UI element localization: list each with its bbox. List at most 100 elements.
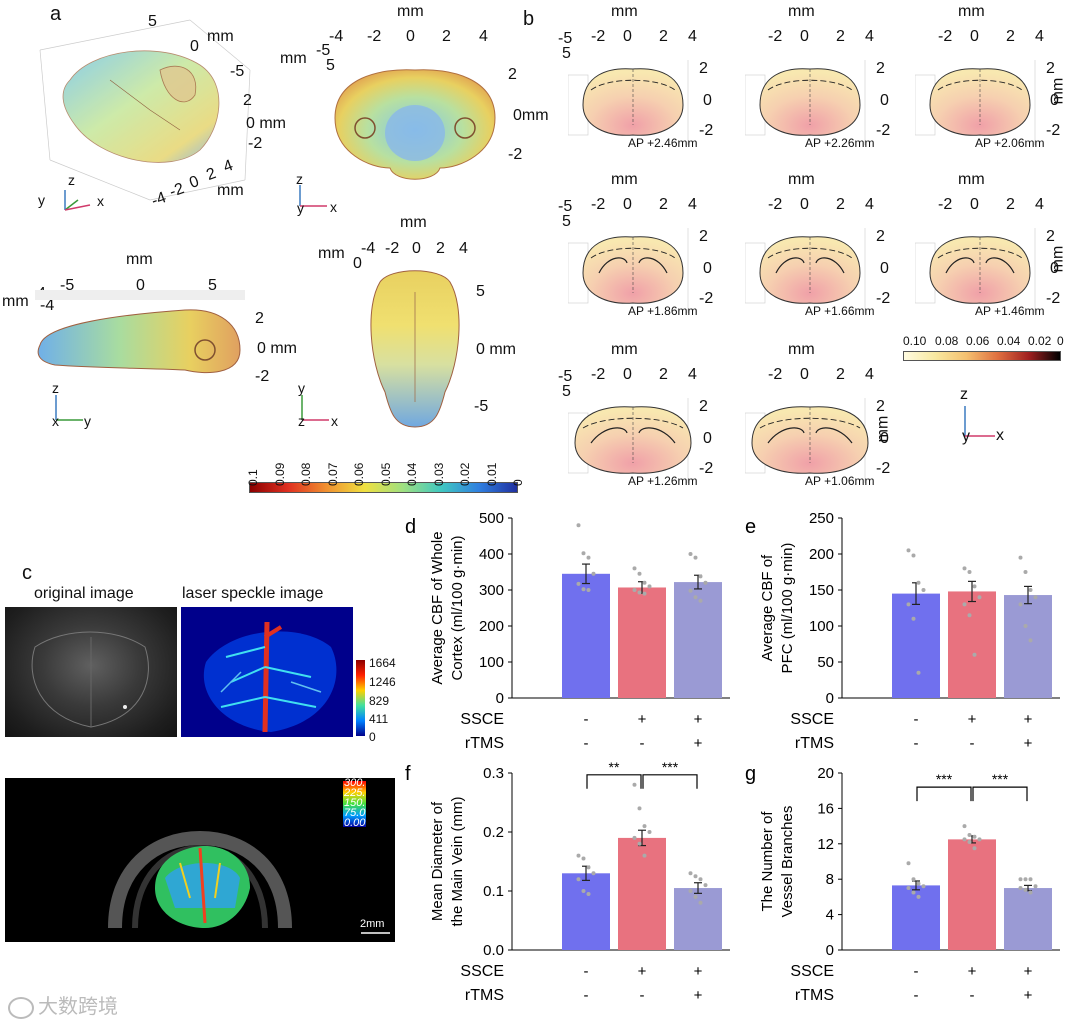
data-point — [632, 782, 637, 787]
data-point — [911, 616, 916, 621]
data-point — [1018, 602, 1023, 607]
c-scale-bar: 2mm — [360, 918, 385, 930]
y-tick-label: 0 — [496, 690, 504, 707]
a2-axis-y: y — [297, 200, 304, 216]
b-section-tick-right: 2 — [699, 398, 708, 415]
data-point — [688, 552, 693, 556]
b-section-tick-top: 0 — [970, 196, 979, 213]
b-section-tick-left: -5 — [558, 368, 573, 385]
sig-label: *** — [936, 771, 953, 787]
b-section-ap-label: AP +2.26mm — [805, 136, 875, 150]
b-section-tick-top: 0 — [623, 366, 632, 383]
a1-axis-x: x — [97, 193, 104, 209]
panel-c-label: c — [22, 562, 32, 584]
a1-tick-z0: 0 mm — [246, 115, 286, 132]
bar — [892, 885, 940, 950]
rtms-mark: - — [640, 987, 645, 1004]
data-point — [921, 884, 926, 889]
data-point — [1033, 884, 1038, 889]
data-point — [1018, 886, 1023, 891]
data-point — [581, 856, 586, 861]
a2-axis-x: x — [330, 199, 337, 215]
b-section-tick-left: 5 — [562, 45, 571, 62]
data-point — [1023, 877, 1028, 882]
data-point — [642, 580, 647, 585]
rtms-mark: - — [970, 987, 975, 1004]
b-section-unit: mm — [788, 3, 815, 20]
a4-tick-2: 2 — [436, 240, 445, 257]
rtms-mark: - — [640, 735, 645, 752]
b-section-tick-right: 0 — [880, 92, 889, 109]
bar — [1004, 595, 1052, 698]
b-colorbar-tick: 0.08 — [935, 334, 959, 348]
bar — [892, 593, 940, 698]
ssce-mark: + — [638, 711, 647, 728]
sig-bracket — [586, 774, 642, 789]
b-section-tick-right: 2 — [876, 60, 885, 77]
a1-axis-y: y — [38, 192, 45, 208]
chart-g: g 0 4 8 12 16 20 The Number of Vessel Branches - -… — [745, 763, 1060, 1004]
chart-e: e 0 50 100 150 200 250 Average CBF of PFC (ml/10… — [745, 510, 1060, 752]
data-point — [637, 806, 642, 811]
b-section-tick-left: -5 — [558, 198, 573, 215]
b-section-tick-top: 4 — [865, 196, 874, 213]
ssce-mark: + — [1024, 963, 1033, 980]
b-colorbar-tick: 0.10 — [903, 334, 927, 348]
data-point — [967, 832, 972, 837]
y-tick-label: 0.0 — [483, 942, 504, 959]
data-point — [647, 584, 652, 589]
data-point — [972, 584, 977, 589]
data-point — [703, 883, 708, 888]
b-section-tick-top: -2 — [591, 28, 606, 45]
panel-b-label: b — [523, 8, 535, 30]
bar — [618, 837, 666, 950]
b-section-tick-top: 0 — [800, 366, 809, 383]
a2-tick-0: 0 — [406, 28, 415, 45]
b-section-tick-top: 4 — [865, 366, 874, 383]
a4-tick-0: 0 — [412, 240, 421, 257]
b-section-tick-top: 2 — [659, 28, 668, 45]
data-point — [632, 566, 637, 571]
b-section-tick-top: -2 — [591, 196, 606, 213]
y-tick-label: 200 — [809, 546, 834, 563]
b-section-ap-label: AP +1.26mm — [628, 474, 698, 488]
ssce-mark: + — [968, 711, 977, 728]
y-tick-label: 300 — [479, 582, 504, 599]
data-point — [693, 894, 698, 899]
b-section-brain — [568, 228, 689, 313]
a2-brain-front — [334, 69, 496, 180]
chart-panel-label: e — [745, 516, 756, 538]
a3-axis-x: x — [52, 413, 59, 429]
b-section-tick-left: -5 — [558, 30, 573, 47]
y-axis-label-1: The Number of — [759, 811, 776, 912]
a2-axes-icon — [299, 185, 327, 207]
data-point — [698, 574, 703, 579]
data-point — [581, 889, 586, 893]
rtms-label: rTMS — [465, 987, 504, 1004]
b-section-tick-top: -2 — [768, 366, 783, 383]
b-section-tick-right: 0 — [703, 92, 712, 109]
data-point — [962, 837, 967, 842]
a4-tick-m2: -2 — [385, 240, 400, 257]
panel-a-brain-oblique — [39, 19, 251, 211]
b-section-ap-label: AP +2.46mm — [628, 136, 698, 150]
b-section-tick-top: 2 — [1006, 28, 1015, 45]
data-point — [703, 580, 708, 585]
c-bcb-0: 0.00 — [344, 817, 366, 829]
a2-tick-m4: -4 — [329, 28, 344, 45]
a1-unit-mm-top: mm — [207, 28, 234, 45]
data-point — [1028, 877, 1033, 882]
data-point — [916, 881, 921, 886]
b-section-tick-top: 4 — [688, 196, 697, 213]
b-colorbar-tick: 0.02 — [1028, 334, 1052, 348]
rtms-mark: - — [914, 735, 919, 752]
b-section-ap-label: AP +1.86mm — [628, 304, 698, 318]
ssce-mark: + — [694, 711, 703, 728]
bar — [674, 582, 722, 698]
y-tick-label: 0.1 — [483, 883, 504, 900]
b-section-tick-right: -2 — [876, 122, 891, 139]
b-axis-y: y — [962, 428, 970, 445]
data-point — [581, 551, 586, 556]
data-point — [688, 588, 693, 593]
